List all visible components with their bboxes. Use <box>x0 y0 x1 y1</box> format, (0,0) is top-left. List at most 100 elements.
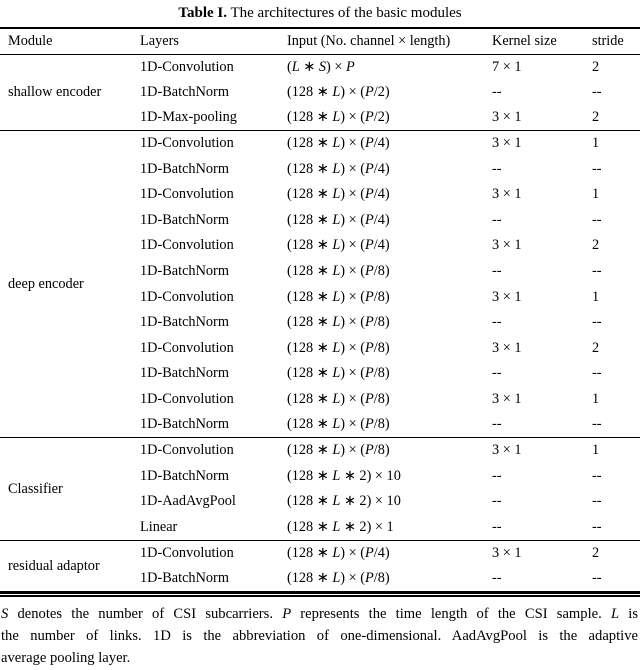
stride-cell: 2 <box>584 539 640 566</box>
stride-cell: -- <box>592 467 602 484</box>
input-cell: (128 ∗ L) × (P/4) <box>279 130 484 157</box>
stride-cell: 2 <box>592 237 600 254</box>
kernel-size-cell: -- <box>492 314 502 331</box>
table-row: 1D-BatchNorm (128 ∗ L) × (P/4) -- -- <box>0 208 640 234</box>
bottom-rule-thin <box>0 595 640 597</box>
kernel-size-cell: 7 × 1 <box>492 58 522 75</box>
input-cell: (128 ∗ L) × (P/4) <box>287 186 390 203</box>
kernel-size-cell: 3 × 1 <box>484 539 584 566</box>
bottom-rule-thick <box>0 591 640 595</box>
kernel-size-cell: 3 × 1 <box>492 288 522 305</box>
input-cell: (128 ∗ L) × (P/4) <box>287 211 390 228</box>
input-cell: (128 ∗ L ∗ 2) × 10 <box>287 493 401 510</box>
table-caption-text: The architectures of the basic modules <box>230 5 462 21</box>
kernel-size-cell: -- <box>492 160 502 177</box>
input-cell: (128 ∗ L) × (P/8) <box>287 416 390 433</box>
stride-cell: -- <box>592 570 602 587</box>
table-caption-label: Table I. <box>178 5 227 21</box>
input-cell: (128 ∗ L) × (P/8) <box>287 339 390 356</box>
layer-cell: 1D-Convolution <box>140 237 234 254</box>
kernel-size-cell: -- <box>492 365 502 382</box>
table-row: 1D-BatchNorm (128 ∗ L ∗ 2) × 10 -- -- <box>0 464 640 490</box>
kernel-size-cell: 3 × 1 <box>492 237 522 254</box>
stride-cell: 1 <box>592 186 600 203</box>
input-cell: (128 ∗ L ∗ 2) × 1 <box>287 518 394 535</box>
table-row: 1D-Convolution (128 ∗ L) × (P/8) 3 × 1 2 <box>0 336 640 362</box>
stride-cell: -- <box>592 416 602 433</box>
layer-cell: 1D-BatchNorm <box>140 263 229 280</box>
kernel-size-cell: -- <box>492 518 502 535</box>
layer-cell: 1D-BatchNorm <box>140 211 229 228</box>
kernel-size-cell: 3 × 1 <box>484 437 584 464</box>
kernel-size-cell: 3 × 1 <box>484 130 584 157</box>
layer-cell: 1D-Convolution <box>140 288 234 305</box>
kernel-size-cell: -- <box>492 263 502 280</box>
stride-cell: -- <box>592 493 602 510</box>
layer-cell: 1D-BatchNorm <box>140 467 229 484</box>
input-cell: (128 ∗ L) × (P/8) <box>287 570 390 587</box>
table-row: shallow encoder 1D-Convolution (L ∗ S) × P… <box>0 54 640 100</box>
layer-cell: 1D-BatchNorm <box>140 570 229 587</box>
stride-cell: -- <box>592 160 602 177</box>
layer-cell: 1D-Convolution <box>140 339 234 356</box>
module-cell: deep encoder <box>0 130 132 438</box>
kernel-size-cell: -- <box>492 467 502 484</box>
table-row: Classifier 1D-Convolution (128 ∗ L) × (P/8… <box>0 437 640 541</box>
table-row: deep encoder 1D-Convolution (128 ∗ L) × (P… <box>0 130 640 438</box>
header-row: Module Layers Input (No. channel × lengt… <box>0 27 640 55</box>
table-row: 1D-BatchNorm (128 ∗ L) × (P/2) -- -- <box>0 80 640 106</box>
module-cell: Classifier <box>0 437 132 541</box>
stride-cell: 2 <box>592 109 600 126</box>
stride-cell: -- <box>592 83 602 100</box>
layer-cell: 1D-Convolution <box>132 437 279 464</box>
layer-cell: Linear <box>140 518 178 535</box>
col-header-module: Module <box>0 27 132 55</box>
table-row: 1D-BatchNorm (128 ∗ L) × (P/8) -- -- <box>0 412 640 438</box>
layer-cell: 1D-BatchNorm <box>140 365 229 382</box>
table-row: 1D-Convolution (128 ∗ L) × (P/8) 3 × 1 1 <box>0 284 640 310</box>
input-cell: (128 ∗ L) × (P/8) <box>287 391 390 408</box>
kernel-size-cell: 3 × 1 <box>492 339 522 356</box>
kernel-size-cell: -- <box>492 211 502 228</box>
table-row: 1D-Convolution (128 ∗ L) × (P/4) 3 × 1 1 <box>0 182 640 208</box>
module-cell: residual adaptor <box>0 539 132 592</box>
stride-cell: -- <box>592 211 602 228</box>
kernel-size-cell: -- <box>492 83 502 100</box>
input-cell: (128 ∗ L) × (P/4) <box>279 539 484 566</box>
stride-cell: 2 <box>592 339 600 356</box>
table-row: residual adaptor 1D-Convolution (128 ∗ L) … <box>0 539 640 592</box>
table-row: 1D-AadAvgPool (128 ∗ L ∗ 2) × 10 -- -- <box>0 489 640 515</box>
layer-cell: 1D-BatchNorm <box>140 416 229 433</box>
layer-cell: 1D-AadAvgPool <box>140 493 236 510</box>
stride-cell: -- <box>592 518 602 535</box>
layer-cell: 1D-BatchNorm <box>140 160 229 177</box>
footnote-line: S denotes the number of CSI subcarriers.… <box>1 605 639 622</box>
stride-cell: 1 <box>592 288 600 305</box>
input-cell: (L ∗ S) × P <box>287 58 355 75</box>
input-cell: (128 ∗ L) × (P/8) <box>287 365 390 382</box>
stride-cell: -- <box>592 263 602 280</box>
layer-cell: 1D-Convolution <box>132 539 279 566</box>
stride-cell: -- <box>592 314 602 331</box>
footnote-line: average pooling layer. <box>1 650 131 667</box>
input-cell: (128 ∗ L ∗ 2) × 10 <box>287 467 401 484</box>
table-caption: Table I. The architectures of the basic … <box>0 0 640 23</box>
layer-cell: 1D-Convolution <box>140 186 234 203</box>
col-header-layers: Layers <box>132 27 279 55</box>
col-header-input: Input (No. channel × length) <box>279 27 484 55</box>
table-row: Linear (128 ∗ L ∗ 2) × 1 -- -- <box>0 515 640 541</box>
kernel-size-cell: 3 × 1 <box>492 109 522 126</box>
col-header-kernel-size: Kernel size <box>484 27 584 55</box>
kernel-size-cell: 3 × 1 <box>492 391 522 408</box>
table-row: 1D-BatchNorm (128 ∗ L) × (P/4) -- -- <box>0 156 640 182</box>
table-row: 1D-BatchNorm (128 ∗ L) × (P/8) -- -- <box>0 566 640 592</box>
col-header-stride: stride <box>584 27 640 55</box>
input-cell: (128 ∗ L) × (P/2) <box>287 83 390 100</box>
architecture-table: Module Layers Input (No. channel × lengt… <box>0 27 640 592</box>
input-cell: (128 ∗ L) × (P/4) <box>287 160 390 177</box>
input-cell: (128 ∗ L) × (P/8) <box>287 314 390 331</box>
stride-cell: 2 <box>592 58 600 75</box>
table-row: 1D-BatchNorm (128 ∗ L) × (P/8) -- -- <box>0 259 640 285</box>
stride-cell: 1 <box>592 391 600 408</box>
